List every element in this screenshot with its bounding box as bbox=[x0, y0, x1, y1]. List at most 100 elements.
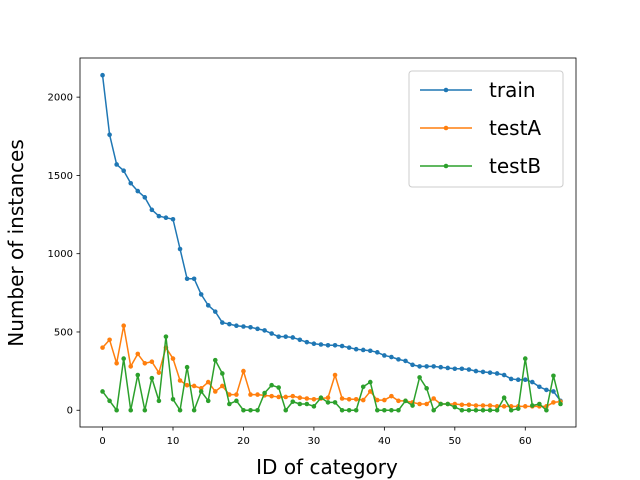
data-point-testB bbox=[382, 407, 387, 413]
data-point-testB bbox=[276, 385, 281, 390]
data-point-testB bbox=[459, 407, 465, 413]
data-point-train bbox=[459, 366, 465, 372]
data-point-testB bbox=[389, 407, 394, 413]
data-point-testB bbox=[135, 372, 141, 378]
y-tick-label: 1000 bbox=[48, 249, 73, 260]
data-point-testA bbox=[170, 356, 176, 361]
data-point-testB bbox=[297, 401, 303, 407]
data-point-testB bbox=[494, 407, 500, 413]
data-point-testB bbox=[445, 401, 451, 407]
data-point-testA bbox=[269, 393, 274, 399]
x-tick-label: 20 bbox=[237, 436, 250, 447]
data-point-train bbox=[452, 366, 458, 372]
data-point-testA bbox=[473, 403, 479, 408]
data-point-train bbox=[339, 343, 345, 349]
data-point-testB bbox=[304, 401, 310, 407]
data-point-train bbox=[325, 342, 331, 348]
y-tick-label: 500 bbox=[54, 327, 73, 338]
data-point-testA bbox=[332, 372, 338, 378]
data-point-testA bbox=[177, 378, 183, 383]
data-point-testB bbox=[544, 407, 549, 413]
data-point-testA bbox=[501, 404, 507, 409]
data-point-train bbox=[480, 369, 486, 375]
legend-marker-testB bbox=[443, 163, 449, 169]
data-point-testA bbox=[551, 400, 556, 405]
data-point-testB bbox=[205, 398, 211, 404]
data-point-testB bbox=[501, 395, 507, 401]
data-point-testB bbox=[283, 407, 289, 413]
data-point-train bbox=[311, 341, 317, 347]
data-point-train bbox=[163, 215, 169, 220]
data-point-testA bbox=[431, 396, 436, 401]
data-point-testB bbox=[431, 407, 436, 413]
data-point-testB bbox=[107, 398, 112, 404]
data-point-train bbox=[276, 334, 281, 339]
data-point-testA bbox=[480, 403, 486, 408]
data-point-testB bbox=[318, 395, 324, 401]
data-point-testA bbox=[346, 396, 352, 402]
data-point-train bbox=[424, 364, 429, 369]
data-point-testA bbox=[191, 383, 197, 389]
axes-layer: 0 10 20 30 40 50 60 0 500 1000 1500 2000 bbox=[48, 57, 577, 447]
data-point-testB bbox=[424, 386, 429, 391]
data-point-testA bbox=[212, 389, 218, 394]
legend-marker-train bbox=[443, 87, 449, 93]
data-point-testB bbox=[403, 398, 408, 404]
data-point-testB bbox=[170, 396, 176, 402]
data-point-train bbox=[375, 350, 380, 355]
data-point-testB bbox=[487, 407, 493, 413]
data-point-testB bbox=[163, 334, 169, 339]
data-point-testA bbox=[255, 392, 260, 397]
data-point-train bbox=[107, 132, 112, 138]
x-tick-label: 40 bbox=[378, 436, 391, 447]
data-point-testB bbox=[227, 401, 232, 407]
data-point-testA bbox=[304, 396, 310, 401]
data-point-testB bbox=[100, 389, 105, 394]
data-point-testB bbox=[353, 407, 359, 413]
data-point-train bbox=[142, 195, 148, 200]
series-train bbox=[100, 72, 563, 404]
data-point-train bbox=[177, 246, 183, 252]
legend-item-testB: testB bbox=[420, 154, 541, 178]
data-point-testB bbox=[184, 364, 190, 370]
data-point-testA bbox=[121, 323, 126, 329]
data-point-testB bbox=[212, 357, 218, 363]
data-point-train bbox=[262, 328, 267, 333]
data-point-testB bbox=[508, 407, 514, 413]
data-point-testA bbox=[367, 389, 373, 394]
data-point-testB bbox=[332, 400, 338, 405]
data-point-train bbox=[389, 354, 394, 360]
data-point-testB bbox=[234, 398, 239, 404]
data-point-testB bbox=[396, 407, 401, 413]
data-point-testB bbox=[410, 403, 415, 408]
data-point-testB bbox=[515, 406, 521, 411]
data-point-testA bbox=[339, 396, 345, 401]
data-point-train bbox=[227, 321, 232, 327]
data-point-train bbox=[501, 372, 507, 378]
data-point-testB bbox=[114, 407, 119, 413]
legend-label-testB: testB bbox=[489, 154, 541, 178]
data-point-testB bbox=[121, 356, 126, 361]
data-point-testB bbox=[262, 390, 267, 396]
data-point-train bbox=[241, 324, 246, 329]
data-point-testA bbox=[522, 404, 528, 409]
data-point-testB bbox=[142, 407, 148, 413]
data-point-testB bbox=[339, 407, 345, 413]
data-point-testB bbox=[375, 407, 380, 413]
data-point-train bbox=[382, 353, 387, 358]
data-point-train bbox=[551, 389, 556, 394]
data-point-testA bbox=[311, 396, 317, 402]
data-point-testB bbox=[311, 404, 317, 409]
data-point-testB bbox=[473, 407, 479, 413]
data-point-testA bbox=[283, 394, 289, 400]
data-point-testA bbox=[100, 345, 105, 350]
data-point-train bbox=[431, 364, 436, 369]
legend-marker-testA bbox=[443, 125, 449, 131]
data-point-testB bbox=[530, 403, 535, 408]
data-point-train bbox=[304, 339, 310, 345]
data-point-train bbox=[114, 162, 119, 167]
data-point-testB bbox=[551, 373, 556, 379]
data-point-train bbox=[170, 216, 176, 222]
data-point-testA bbox=[142, 360, 148, 366]
